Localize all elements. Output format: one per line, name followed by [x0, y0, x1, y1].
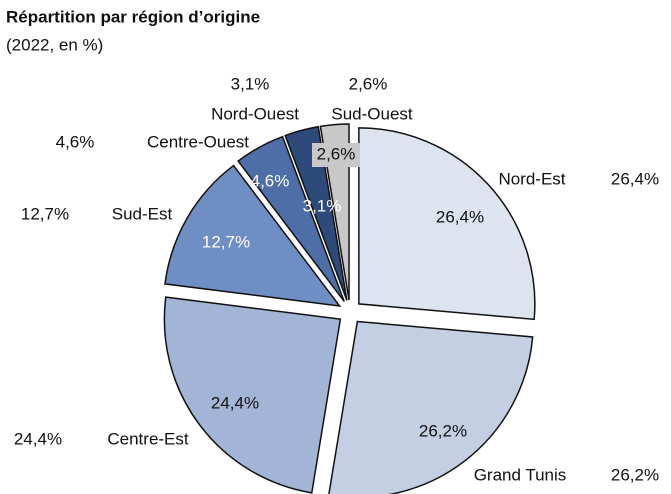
outer-value-label: 4,6%	[56, 132, 95, 151]
category-label: Centre-Est	[107, 429, 189, 448]
label-box	[312, 143, 360, 167]
outer-value-label: 3,1%	[231, 74, 270, 93]
data-label: 4,6%	[251, 171, 290, 190]
chart-title: Répartition par région d’origine	[6, 7, 260, 26]
pie-slice	[358, 127, 536, 321]
data-label: 26,4%	[436, 207, 484, 226]
pie-slice	[328, 320, 534, 494]
pie-slice	[237, 135, 345, 302]
outer-value-label: 26,2%	[611, 465, 659, 484]
category-label: Nord-Est	[498, 169, 565, 188]
data-label: 3,1%	[303, 196, 342, 215]
pie-slice	[319, 123, 350, 301]
outer-value-label: 24,4%	[14, 429, 62, 448]
data-label: 2,6%	[317, 144, 356, 163]
outer-value-label: 26,4%	[611, 169, 659, 188]
pie-slice	[284, 125, 348, 301]
category-label: Nord-Ouest	[211, 104, 299, 123]
category-label: Sud-Est	[112, 204, 173, 223]
data-label: 26,2%	[419, 421, 467, 440]
outer-value-label: 12,7%	[21, 204, 69, 223]
pie-slice	[163, 296, 342, 494]
data-label: 24,4%	[211, 393, 259, 412]
outer-value-label: 2,6%	[349, 74, 388, 93]
category-label: Grand Tunis	[474, 465, 567, 484]
chart-subtitle: (2022, en %)	[6, 35, 103, 54]
pie-slice	[164, 164, 342, 307]
category-label: Centre-Ouest	[147, 132, 249, 151]
data-label: 12,7%	[202, 232, 250, 251]
category-label: Sud-Ouest	[331, 104, 413, 123]
